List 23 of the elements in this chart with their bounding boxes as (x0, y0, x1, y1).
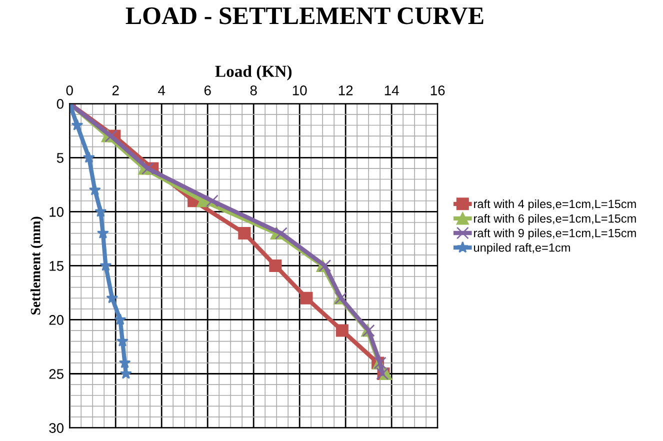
y-tick-label: 15 (50, 261, 64, 271)
x-tick-label: 0 (66, 86, 73, 96)
y-tick-label: 5 (56, 153, 64, 163)
x-tick-label: 8 (250, 86, 257, 96)
x-tick-label: 4 (158, 86, 166, 96)
legend-label: raft with 9 piles,e=1cm,L=15cm (474, 228, 636, 240)
y-tick-label: 0 (56, 98, 64, 109)
x-tick-label: 2 (112, 86, 119, 96)
x-tick-label: 12 (338, 86, 353, 96)
y-tick-label: 25 (49, 369, 64, 379)
x-tick-label: 16 (430, 86, 445, 96)
legend-label: raft with 4 piles,e=1cm,L=15cm (474, 199, 636, 210)
x-axis-title: Load (KN) (215, 65, 292, 80)
y-axis-title: Settlement (mm) (30, 216, 44, 315)
x-tick-label: 14 (384, 86, 399, 96)
legend-label: raft with 6 piles,e=1cm,L=15cm (474, 214, 636, 226)
x-tick-label: 10 (292, 86, 307, 96)
y-tick-label: 20 (49, 315, 64, 325)
y-tick-label: 10 (50, 207, 64, 217)
legend-label: unpiled raft,e=1cm (474, 243, 570, 254)
y-tick-label: 30 (49, 423, 64, 433)
x-tick-label: 6 (204, 86, 211, 96)
chart-title: LOAD - SETTLEMENT CURVE (126, 7, 484, 24)
